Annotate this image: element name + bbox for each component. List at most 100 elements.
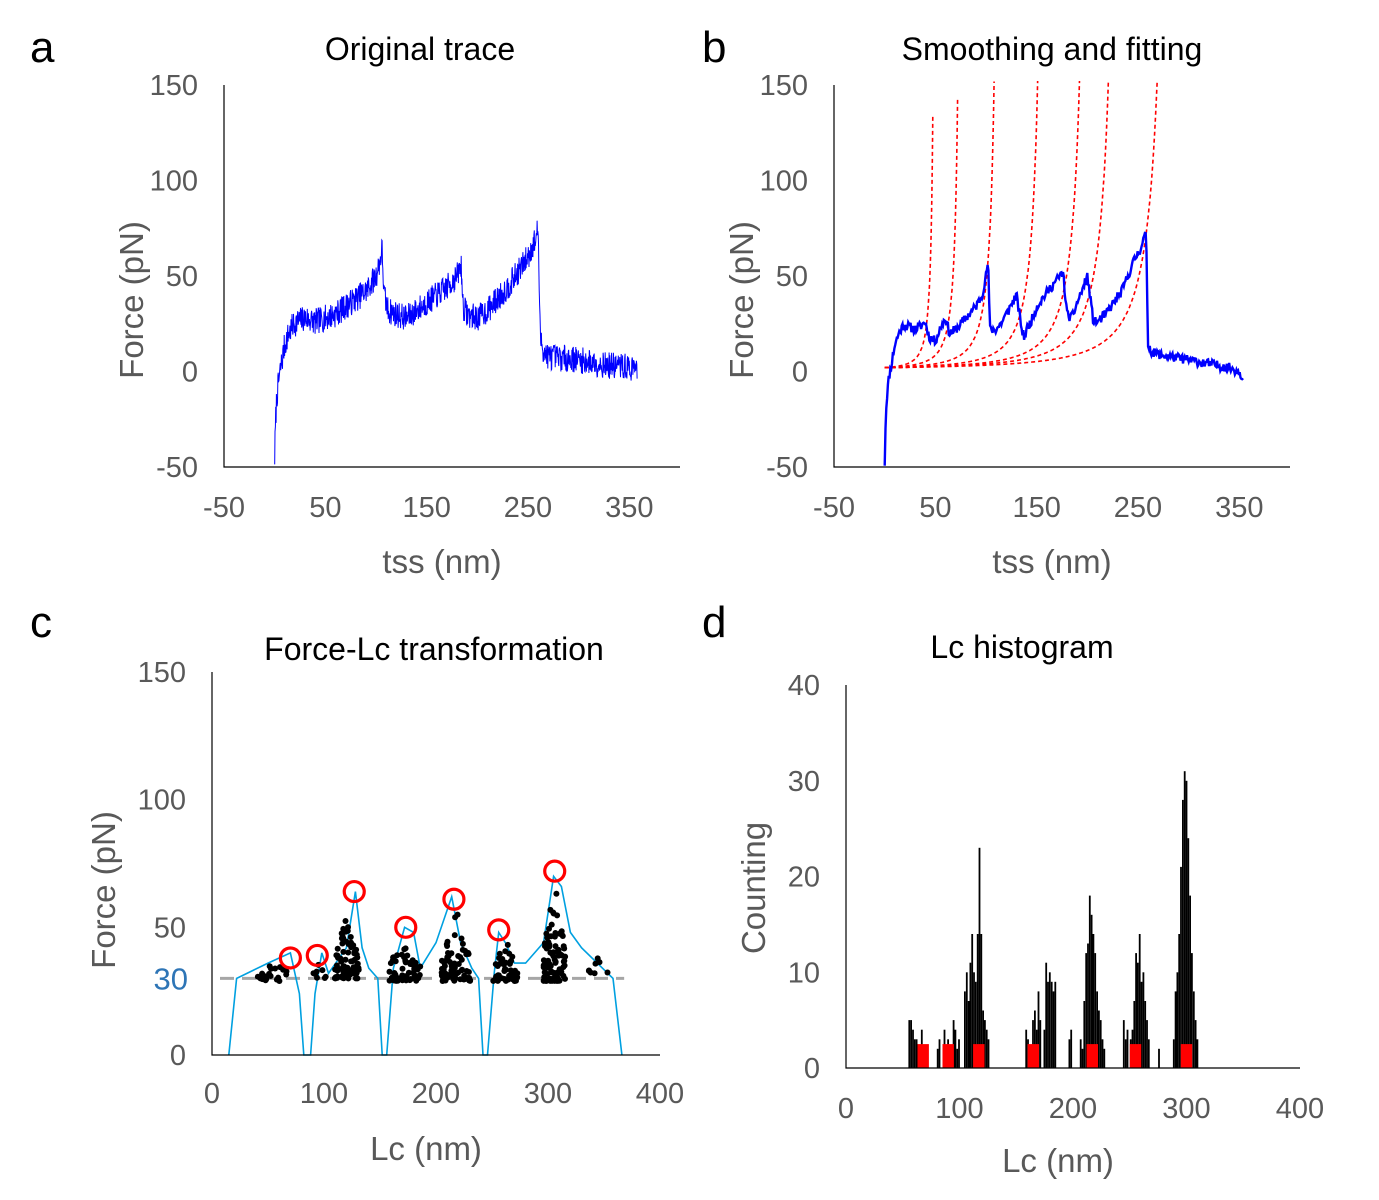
chart-b-plot-area — [883, 81, 1244, 466]
chart-d-bar — [1043, 1029, 1046, 1068]
chart-d-bar — [1174, 991, 1177, 1068]
chart-a-y-ticks: -50 0 50 100 150 — [150, 70, 198, 484]
chart-b-xtick-label: 350 — [1215, 492, 1263, 524]
chart-c-point — [263, 973, 269, 980]
chart-d-xtick-label: 400 — [1276, 1093, 1324, 1125]
chart-c-point — [401, 946, 408, 953]
chart-d-xtick-label: 200 — [1049, 1093, 1097, 1125]
chart-c-peak-marker — [278, 946, 302, 970]
chart-d-xtick-label: 0 — [838, 1093, 854, 1125]
chart-c-point — [459, 966, 466, 973]
chart-c-xtick-label: 400 — [636, 1078, 684, 1110]
chart-c-point — [458, 956, 465, 963]
chart-c-point — [604, 969, 611, 976]
chart-d-bar — [1096, 991, 1098, 1068]
chart-a-ytick-label: -50 — [156, 452, 198, 484]
chart-c-peak-marker — [442, 887, 466, 911]
chart-b-ylabel: Force (pN) — [723, 221, 760, 379]
chart-c-point — [310, 970, 317, 977]
chart-d-bar — [1037, 991, 1040, 1068]
chart-a-xtick-label: 150 — [402, 492, 450, 524]
chart-d-ytick-label: 10 — [788, 957, 820, 989]
chart-c-point — [510, 973, 517, 980]
chart-c-point — [596, 959, 603, 966]
chart-c-point — [502, 959, 509, 966]
chart-d-bar — [974, 981, 977, 1068]
chart-d-bar — [1126, 1029, 1129, 1068]
chart-d-bar — [1088, 895, 1091, 1068]
chart-c-peak-marker — [394, 915, 418, 939]
chart-d-bar — [938, 1039, 941, 1068]
chart-c-point — [548, 933, 555, 940]
chart-d-title: Lc histogram — [930, 629, 1113, 665]
chart-d-peak-marker — [917, 1044, 929, 1068]
chart-c-ytick-label: 50 — [154, 912, 186, 944]
chart-d-y-ticks: 0 10 20 30 40 — [788, 670, 820, 1085]
chart-c-point — [333, 952, 340, 959]
chart-c-xtick-label: 300 — [524, 1078, 572, 1110]
chart-b-series-smoothed-trace — [883, 231, 1244, 466]
chart-c-point — [547, 975, 553, 982]
chart-d-bar — [1178, 934, 1181, 1068]
chart-c-point — [451, 977, 458, 984]
chart-d-bar — [987, 1039, 990, 1068]
chart-b-xtick-label: 150 — [1012, 492, 1060, 524]
chart-d-bar — [1122, 1020, 1125, 1068]
panel-label-a: a — [30, 23, 55, 72]
chart-d-bar — [1039, 1020, 1042, 1068]
chart-d-peak-marker — [973, 1044, 985, 1068]
chart-b-ytick-label: 0 — [792, 357, 808, 389]
chart-c-point — [553, 890, 560, 897]
chart-d-bar — [976, 934, 979, 1068]
chart-d-bar — [912, 1029, 914, 1068]
chart-d-bar — [936, 1048, 939, 1068]
chart-c-point — [407, 976, 414, 982]
chart-a: Original trace -50 0 50 100 150 -50 50 150 250 3… — [113, 31, 680, 580]
chart-c-title: Force-Lc transformation — [264, 631, 604, 667]
chart-c-point — [455, 953, 462, 959]
chart-a-xtick-label: -50 — [203, 492, 245, 524]
chart-c-point — [466, 977, 473, 984]
chart-c-point — [407, 961, 414, 967]
chart-c-point — [492, 961, 499, 968]
chart-c: Force-Lc transformation 0 50 100 150 0 100 20… — [85, 631, 684, 1167]
chart-c-point — [540, 977, 547, 984]
chart-d-bar — [982, 1010, 984, 1068]
chart-d-ytick-label: 30 — [788, 766, 820, 798]
chart-c-point — [501, 968, 508, 974]
chart-c-point — [386, 968, 393, 975]
chart-c-point — [547, 963, 554, 969]
chart-d-bar — [1052, 991, 1055, 1068]
chart-d-bar — [973, 972, 975, 1069]
chart-d-bar — [1054, 981, 1057, 1068]
chart-c-point — [319, 967, 326, 974]
chart-b-xtick-label: 250 — [1114, 492, 1162, 524]
chart-d-bar — [1068, 1039, 1071, 1068]
chart-c-point — [501, 976, 508, 982]
chart-c-point — [347, 934, 354, 940]
chart-c-point — [591, 970, 598, 977]
chart-d-bar — [1180, 866, 1182, 1068]
chart-c-point — [351, 956, 358, 963]
chart-a-xtick-label: 250 — [504, 492, 552, 524]
chart-c-point — [351, 950, 358, 957]
chart-c-point — [555, 946, 562, 953]
chart-d-bar — [1182, 799, 1184, 1068]
chart-b-axes — [833, 85, 1290, 468]
chart-b-xtick-label: -50 — [813, 492, 855, 524]
chart-c-point — [412, 959, 419, 966]
chart-d-bar — [1147, 1039, 1150, 1068]
chart-c-point — [322, 973, 329, 980]
chart-c-xtick-label: 0 — [204, 1078, 220, 1110]
chart-c-point — [496, 955, 503, 961]
chart-c-ylabel: Force (pN) — [85, 811, 122, 969]
chart-d-bar — [1138, 934, 1141, 1068]
chart-a-xtick-label: 50 — [309, 492, 341, 524]
chart-d-bar — [1176, 972, 1179, 1069]
chart-d-peak-marker — [1086, 1044, 1098, 1068]
chart-d-bar — [1045, 962, 1048, 1068]
chart-c-point — [387, 960, 394, 967]
chart-c-point — [560, 958, 567, 965]
chart-c-point — [558, 968, 565, 975]
chart-c-envelope-line — [228, 874, 623, 1056]
